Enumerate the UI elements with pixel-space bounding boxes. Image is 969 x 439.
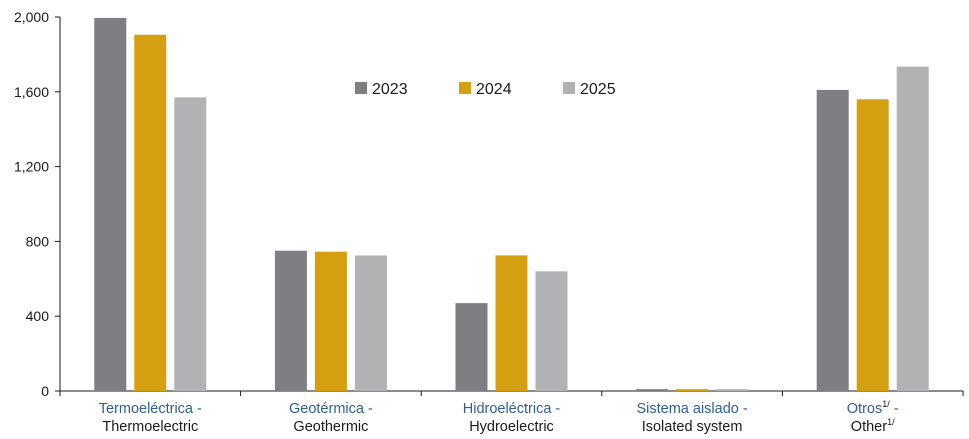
legend-label: 2023	[372, 81, 408, 98]
y-tick-label: 1,200	[14, 159, 49, 175]
bar-2025	[354, 255, 387, 391]
bar-2024	[134, 34, 167, 391]
bar-2023	[94, 17, 127, 392]
bar-2024	[314, 251, 347, 391]
bar-2025	[535, 271, 568, 391]
bar-2024	[495, 255, 528, 391]
legend-swatch	[355, 82, 367, 94]
category-label-es: Termoeléctrica -	[99, 401, 202, 417]
category-label-es: Sistema aislado -	[636, 401, 747, 417]
bar-2024	[676, 389, 709, 391]
bar-2023	[455, 303, 488, 391]
category-label-es: Hidroeléctrica -	[463, 401, 561, 417]
footnote-superscript: 1/	[887, 417, 895, 427]
category-label-es: Otros1/ -	[847, 399, 899, 417]
legend: 2023 2024 2025	[355, 81, 616, 98]
legend-label: 2025	[580, 81, 616, 98]
y-axis: 0 400 800 1,200 1,600 2,000	[14, 9, 61, 399]
y-tick-label: 800	[26, 233, 50, 249]
legend-label: 2024	[476, 81, 512, 98]
category-label-en: Hydroelectric	[469, 419, 554, 434]
category-label-en: Thermoelectric	[102, 419, 198, 434]
y-tick-label: 1,600	[14, 84, 49, 100]
category-label-es: Geotérmica -	[289, 401, 373, 417]
legend-swatch	[563, 82, 575, 94]
footnote-superscript: 1/	[882, 399, 890, 409]
y-tick-label: 400	[26, 308, 50, 324]
category-label-es-tail: -	[890, 401, 899, 417]
y-tick-label: 2,000	[14, 9, 49, 25]
bar-2025	[716, 389, 749, 391]
y-tick-label: 0	[41, 383, 49, 399]
category-label-en: Isolated system	[642, 419, 743, 434]
bars	[94, 17, 929, 392]
category-label-en: Other1/	[851, 417, 895, 434]
bar-2024	[856, 99, 889, 391]
bar-2025	[174, 97, 207, 391]
bar-2025	[896, 66, 929, 392]
legend-swatch	[459, 82, 471, 94]
bar-2023	[274, 250, 307, 391]
x-axis: Termoeléctrica - Thermoelectric Geotérmica…	[59, 390, 964, 435]
bar-2023	[816, 89, 849, 392]
category-label-en: Geothermic	[293, 419, 368, 434]
bar-2023	[636, 389, 669, 391]
